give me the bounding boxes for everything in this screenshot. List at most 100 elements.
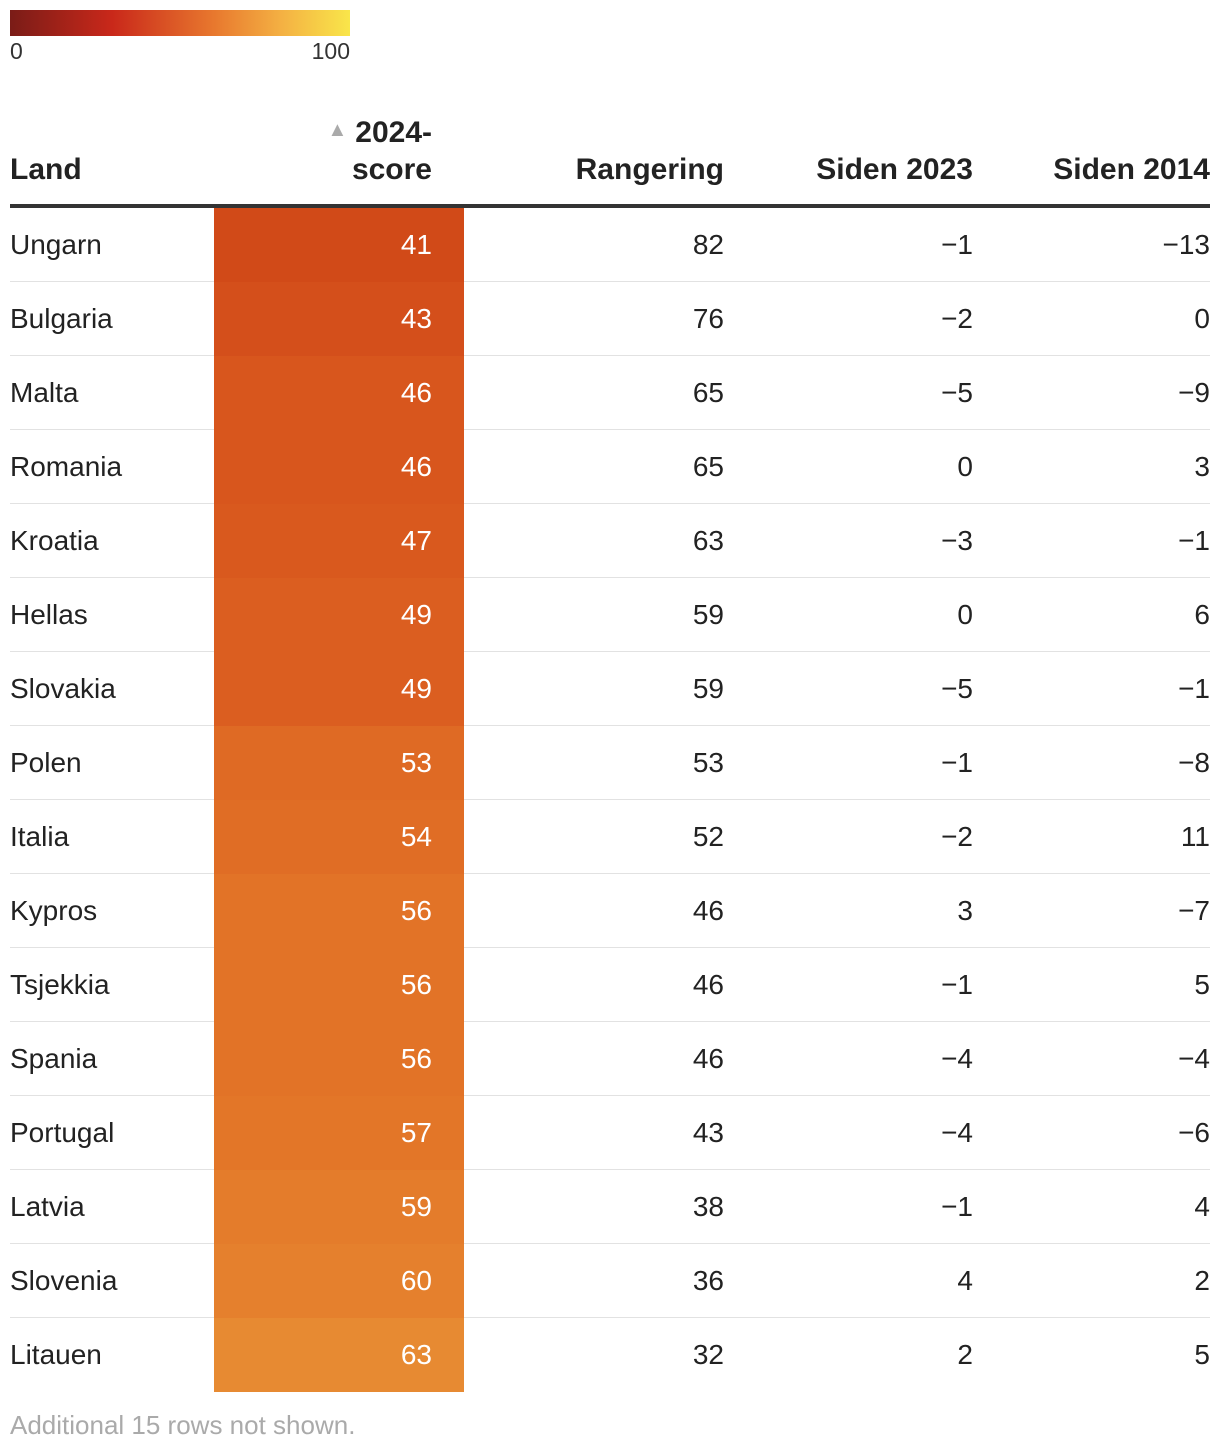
cell-land: Malta — [10, 377, 79, 408]
cell-land: Spania — [10, 1043, 98, 1074]
cell-rank: 53 — [692, 747, 724, 778]
cell-rank: 82 — [692, 229, 724, 260]
cell-rank: 46 — [692, 1043, 724, 1074]
column-header-rank[interactable]: Rangering — [575, 153, 724, 186]
cell-land: Italia — [10, 821, 70, 852]
cell-rank: 65 — [692, 451, 724, 482]
table-row: Polen 53 53 −1 −8 — [10, 726, 1210, 800]
cell-since-2023: 0 — [957, 451, 973, 482]
cell-land: Slovakia — [10, 673, 116, 704]
table-row: Slovakia 49 59 −5 −1 — [10, 652, 1210, 726]
cell-score: 54 — [214, 800, 464, 874]
cell-since-2014: 11 — [1180, 821, 1210, 852]
legend-max-label: 100 — [311, 38, 350, 64]
footnote: Additional 15 rows not shown. — [10, 1410, 356, 1440]
cell-since-2023: 2 — [957, 1339, 973, 1370]
score-header-line1: ▲ 2024- — [214, 115, 432, 152]
cell-score: 60 — [214, 1244, 464, 1318]
cell-land: Romania — [10, 451, 123, 482]
cell-since-2014: 5 — [1194, 969, 1210, 1000]
table-row: Portugal 57 43 −4 −6 — [10, 1096, 1210, 1170]
cell-since-2014: 3 — [1194, 451, 1210, 482]
cell-land: Hellas — [10, 599, 88, 630]
cell-since-2014: −8 — [1178, 747, 1210, 778]
cell-since-2023: −3 — [941, 525, 973, 556]
cell-score: 53 — [214, 726, 464, 800]
cell-rank: 65 — [692, 377, 724, 408]
cell-score: 56 — [214, 948, 464, 1022]
cell-since-2023: −1 — [941, 747, 973, 778]
score-header-line2: score — [351, 153, 432, 186]
cell-score: 57 — [214, 1096, 464, 1170]
table-row: Hellas 49 59 0 6 — [10, 578, 1210, 652]
table-row: Slovenia 60 36 4 2 — [10, 1244, 1210, 1318]
cell-since-2023: −4 — [941, 1117, 973, 1148]
table-row: Romania 46 65 0 3 — [10, 430, 1210, 504]
cell-since-2014: 5 — [1194, 1339, 1210, 1370]
cell-since-2014: −7 — [1178, 895, 1210, 926]
cell-score: 47 — [214, 504, 464, 578]
cell-rank: 46 — [692, 895, 724, 926]
cell-rank: 63 — [692, 525, 724, 556]
cell-rank: 46 — [692, 969, 724, 1000]
cell-rank: 36 — [692, 1265, 724, 1296]
legend-gradient-bar — [10, 10, 350, 36]
column-header-land[interactable]: Land — [10, 153, 82, 186]
cell-land: Slovenia — [10, 1265, 118, 1296]
cell-land: Kypros — [10, 895, 98, 926]
cell-since-2023: −4 — [941, 1043, 973, 1074]
table-row: Latvia 59 38 −1 4 — [10, 1170, 1210, 1244]
cell-land: Ungarn — [10, 229, 102, 260]
table-row: Malta 46 65 −5 −9 — [10, 356, 1210, 430]
cell-since-2023: 4 — [957, 1265, 973, 1296]
cell-score: 59 — [214, 1170, 464, 1244]
cell-score: 46 — [214, 430, 464, 504]
column-header-since-2014[interactable]: Siden 2014 — [1053, 153, 1210, 186]
cell-since-2014: 4 — [1194, 1191, 1210, 1222]
cell-rank: 32 — [692, 1339, 724, 1370]
cell-rank: 59 — [692, 599, 724, 630]
score-header-text1: 2024- — [355, 115, 432, 149]
table-row: Kroatia 47 63 −3 −1 — [10, 504, 1210, 578]
cell-since-2014: 0 — [1194, 303, 1210, 334]
table-body: Ungarn 41 82 −1 −13 Bulgaria 43 76 −2 0 Malta 46 65−… — [10, 208, 1210, 1392]
color-legend: 0 100 — [10, 10, 350, 64]
cell-since-2023: 3 — [957, 895, 973, 926]
table-row: Bulgaria 43 76 −2 0 — [10, 282, 1210, 356]
cell-rank: 59 — [692, 673, 724, 704]
data-table: Land ▲ 2024- score Rangering Siden 2023 S… — [10, 112, 1210, 1392]
cell-land: Polen — [10, 747, 82, 778]
cell-since-2023: −5 — [941, 673, 973, 704]
cell-since-2014: −4 — [1178, 1043, 1210, 1074]
cell-since-2014: −1 — [1178, 525, 1210, 556]
table-header: Land ▲ 2024- score Rangering Siden 2023 S… — [10, 112, 1210, 208]
cell-score: 46 — [214, 356, 464, 430]
cell-rank: 52 — [692, 821, 724, 852]
cell-score: 56 — [214, 1022, 464, 1096]
cell-land: Litauen — [10, 1339, 102, 1370]
cell-rank: 76 — [692, 303, 724, 334]
cell-since-2023: −5 — [941, 377, 973, 408]
table-row: Kypros 56 46 3 −7 — [10, 874, 1210, 948]
legend-labels: 0 100 — [10, 36, 350, 64]
column-header-since-2023[interactable]: Siden 2023 — [816, 153, 973, 186]
table-row: Tsjekkia 56 46 −1 5 — [10, 948, 1210, 1022]
cell-score: 56 — [214, 874, 464, 948]
cell-rank: 38 — [692, 1191, 724, 1222]
cell-rank: 43 — [692, 1117, 724, 1148]
cell-since-2023: −1 — [941, 969, 973, 1000]
sort-ascending-icon: ▲ — [327, 119, 348, 141]
cell-land: Tsjekkia — [10, 969, 110, 1000]
table-row: Litauen 63 32 2 5 — [10, 1318, 1210, 1392]
cell-since-2023: −1 — [941, 1191, 973, 1222]
cell-land: Latvia — [10, 1191, 85, 1222]
cell-score: 41 — [214, 208, 464, 282]
table-row: Ungarn 41 82 −1 −13 — [10, 208, 1210, 282]
cell-land: Bulgaria — [10, 303, 113, 334]
cell-since-2014: 6 — [1194, 599, 1210, 630]
cell-land: Portugal — [10, 1117, 115, 1148]
cell-since-2014: −9 — [1178, 377, 1210, 408]
column-header-score[interactable]: ▲ 2024- score — [214, 115, 432, 188]
legend-min-label: 0 — [10, 38, 23, 64]
cell-since-2023: −1 — [941, 229, 973, 260]
